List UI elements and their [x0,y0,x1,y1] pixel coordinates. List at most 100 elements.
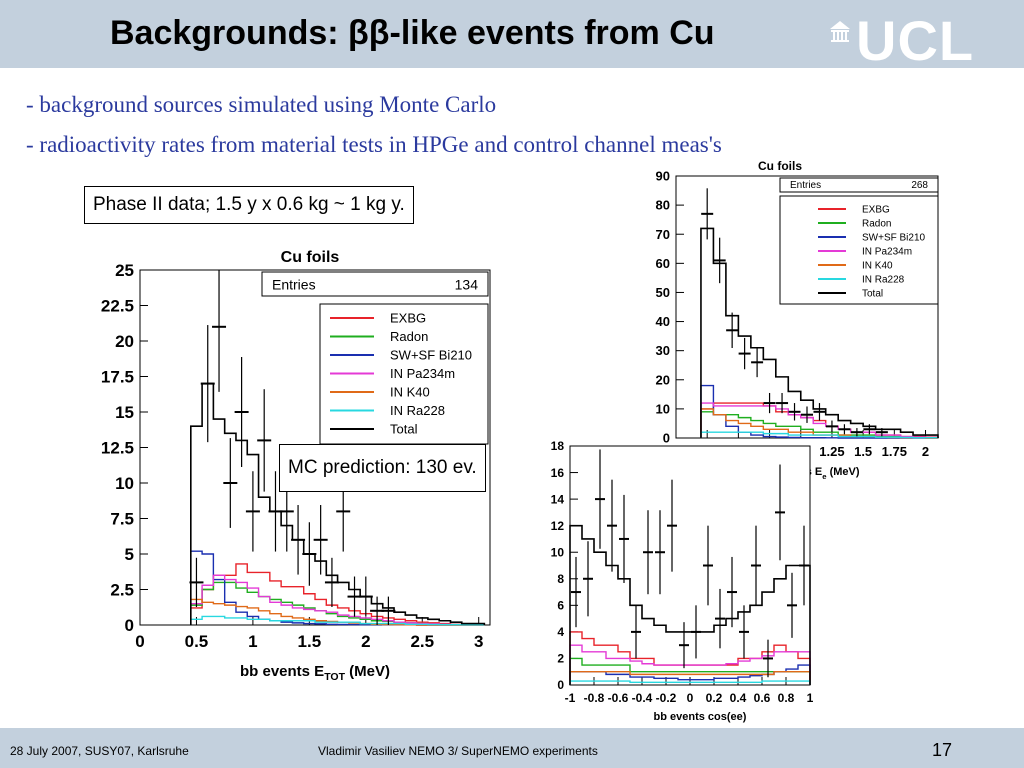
legend-label-sw-sf-bi210: SW+SF Bi210 [862,233,926,244]
data-point [212,270,227,392]
data-point [291,505,306,575]
y-tick-label: 16 [551,466,565,480]
y-tick-label: 2.5 [110,580,134,599]
data-point [223,438,238,528]
x-tick-label: -0.4 [632,691,653,705]
portico-icon [830,21,850,42]
legend-label-in-k40: IN K40 [390,385,430,400]
legend-label-in-pa234m: IN Pa234m [862,247,912,258]
y-tick-label: 10 [551,545,565,559]
y-tick-label: 10 [656,401,670,416]
series-sw-sf-bi210 [700,384,938,439]
data-point [631,605,641,659]
y-tick-label: 60 [656,256,670,271]
y-tick-label: 4 [557,625,564,639]
data-point [245,471,260,552]
data-point [738,337,751,370]
bullet-monte-carlo: - background sources simulated using Mon… [26,92,497,117]
series-in-ra228 [569,680,811,685]
data-point [189,557,204,607]
data-point [571,556,581,628]
x-axis-label: bb events cos(ee) [654,711,747,723]
x-tick-label: 1.5 [854,444,872,459]
data-point [875,428,888,437]
x-tick-label: 1.75 [882,444,907,459]
data-point [302,522,317,586]
data-point [751,525,761,606]
y-tick-label: 5 [125,545,134,564]
y-tick-label: 0 [663,431,670,446]
stats-box [779,177,939,193]
data-point [667,479,677,572]
data-point [775,464,785,561]
x-tick-label: 0.5 [185,632,209,651]
y-tick-label: 2 [557,652,564,666]
series-in-ra228 [700,431,939,439]
data-point [583,541,593,617]
data-point [726,312,739,348]
y-tick-label: 14 [551,492,565,506]
x-tick-label: 0.8 [778,691,795,705]
y-tick-label: 12.5 [101,438,134,457]
data-point [703,525,713,606]
x-tick-label: -0.8 [584,691,605,705]
data-point [838,424,851,435]
x-tick-label: 1.5 [298,632,322,651]
data-point [200,325,215,443]
footer-author: Vladimir Vasiliev NEMO 3/ SuperNEMO expe… [318,744,598,758]
legend-box [779,195,939,305]
data-point [763,392,776,414]
ucl-logo: UCL [856,9,975,72]
stats-value: 134 [455,276,479,292]
stats-label: Entries [790,180,821,191]
chart-energy-electron: 010203040506070809000.250.50.7511.251.51… [656,159,939,481]
y-tick-label: 15 [115,403,134,422]
y-tick-label: 17.5 [101,367,134,386]
legend-label-in-pa234m: IN Pa234m [390,366,455,381]
data-point [787,572,797,638]
data-point [751,347,764,378]
mc-prediction-note: MC prediction: 130 ev. [279,444,486,492]
data-point [850,428,863,437]
series-in-ra228 [190,615,486,626]
bullet-radioactivity: - radioactivity rates from material test… [26,132,722,157]
x-tick-label: 0.4 [730,691,747,705]
y-tick-label: 90 [656,169,670,184]
stats-label: Entries [272,276,316,292]
x-tick-label: -1 [565,691,576,705]
y-tick-label: 0 [125,616,134,635]
data-point [799,525,809,606]
data-point [825,420,838,433]
y-tick-label: 20 [656,372,670,387]
x-tick-label: 1.25 [819,444,844,459]
title-bar [0,0,1024,68]
data-point [801,406,813,423]
data-point [595,449,605,549]
data-point [257,389,272,492]
series-in-k40 [569,671,811,685]
x-tick-label: 3 [474,632,483,651]
x-tick-label: -0.6 [608,691,629,705]
data-point [381,596,396,625]
legend-label-in-ra228: IN Ra228 [862,275,905,286]
y-tick-label: 12 [551,519,565,533]
stats-value: 268 [911,180,928,191]
y-tick-label: 80 [656,198,670,213]
y-tick-label: 7.5 [110,509,134,528]
y-tick-label: 20 [115,332,134,351]
series-in-pa234m [700,402,939,439]
x-axis-label: bb events ETOT (MeV) [240,663,390,683]
page-number: 17 [932,740,953,760]
legend-label-in-ra228: IN Ra228 [390,403,445,418]
data-point [776,392,789,414]
y-tick-label: 8 [557,572,564,586]
legend-label-in-k40: IN K40 [862,261,893,272]
data-point [607,479,617,572]
data-point [234,357,249,467]
stats-box [261,271,489,297]
data-point [691,605,701,659]
phase-data-note: Phase II data; 1.5 y x 0.6 kg ~ 1 kg y. [84,186,414,224]
data-point [763,639,773,678]
slide-title: Backgrounds: ββ-like events from Cu [110,14,715,52]
y-tick-label: 18 [551,440,565,453]
